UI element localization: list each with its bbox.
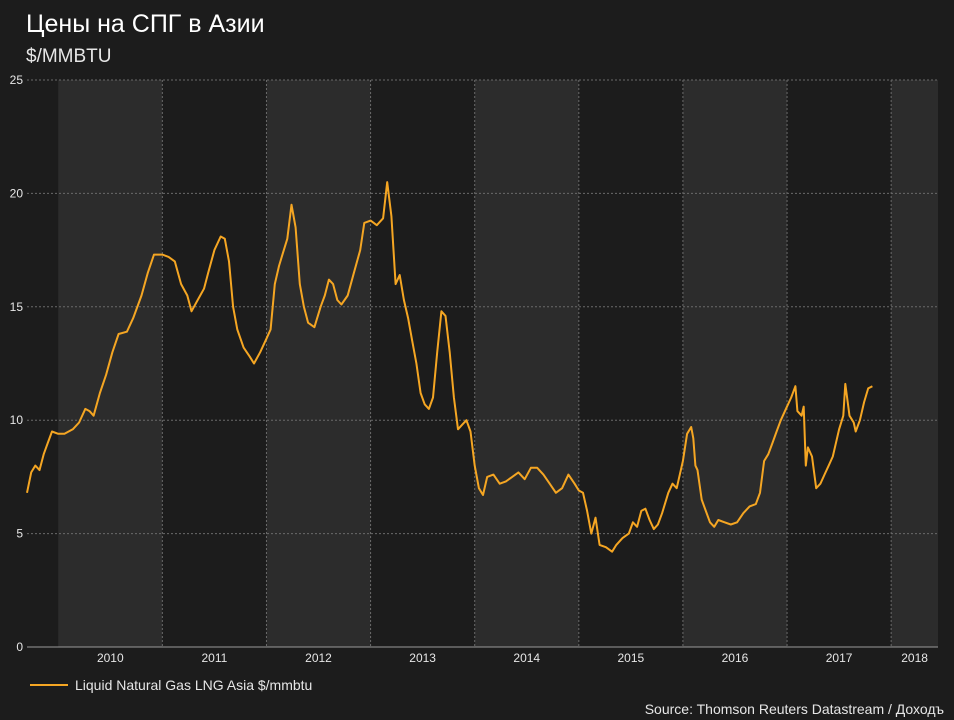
chart-unit-label: $/MMBTU [26, 46, 112, 67]
year-band-2014 [474, 80, 579, 647]
x-tick-label-2018: 2018 [901, 651, 928, 665]
year-band-2018 [891, 80, 938, 647]
x-tick-label-2012: 2012 [305, 651, 332, 665]
y-tick-label-25: 25 [10, 73, 24, 87]
year-band-2010 [58, 80, 163, 647]
legend-swatch [30, 684, 68, 686]
y-tick-label-5: 5 [16, 527, 23, 541]
year-band-2016 [682, 80, 788, 647]
year-band-2009 [27, 80, 59, 647]
series-line-lng-asia [26, 181, 873, 553]
x-tick-label-2010: 2010 [97, 651, 124, 665]
y-tick-label-20: 20 [10, 186, 24, 200]
x-tick-label-2011: 2011 [201, 651, 227, 665]
year-band-2017 [787, 80, 892, 647]
y-tick-label-10: 10 [10, 413, 24, 427]
x-tick-label-2013: 2013 [409, 651, 436, 665]
x-tick-label-2016: 2016 [722, 651, 749, 665]
x-tick-label-2015: 2015 [618, 651, 645, 665]
y-axis-ticks: 0 5 10 15 20 25 [10, 73, 24, 654]
year-band-2015 [578, 80, 683, 647]
grid-lines [27, 79, 938, 647]
x-axis-ticks: 2010 2011 2012 2013 2014 2015 2016 2017 2018 [97, 651, 928, 665]
legend-label: Liquid Natural Gas LNG Asia $/mmbtu [75, 677, 313, 693]
year-band-2013 [370, 80, 475, 647]
year-band-2012 [266, 80, 371, 647]
source-note: Source: Thomson Reuters Datastream / Дох… [644, 701, 944, 717]
x-tick-label-2014: 2014 [513, 651, 540, 665]
chart-title: Цены на СПГ в Азии [26, 10, 265, 38]
y-tick-label-15: 15 [10, 300, 24, 314]
year-bands [27, 80, 938, 647]
y-tick-label-0: 0 [16, 640, 23, 654]
legend: Liquid Natural Gas LNG Asia $/mmbtu [30, 677, 312, 693]
x-tick-label-2017: 2017 [826, 651, 853, 665]
year-band-2011 [162, 80, 267, 647]
